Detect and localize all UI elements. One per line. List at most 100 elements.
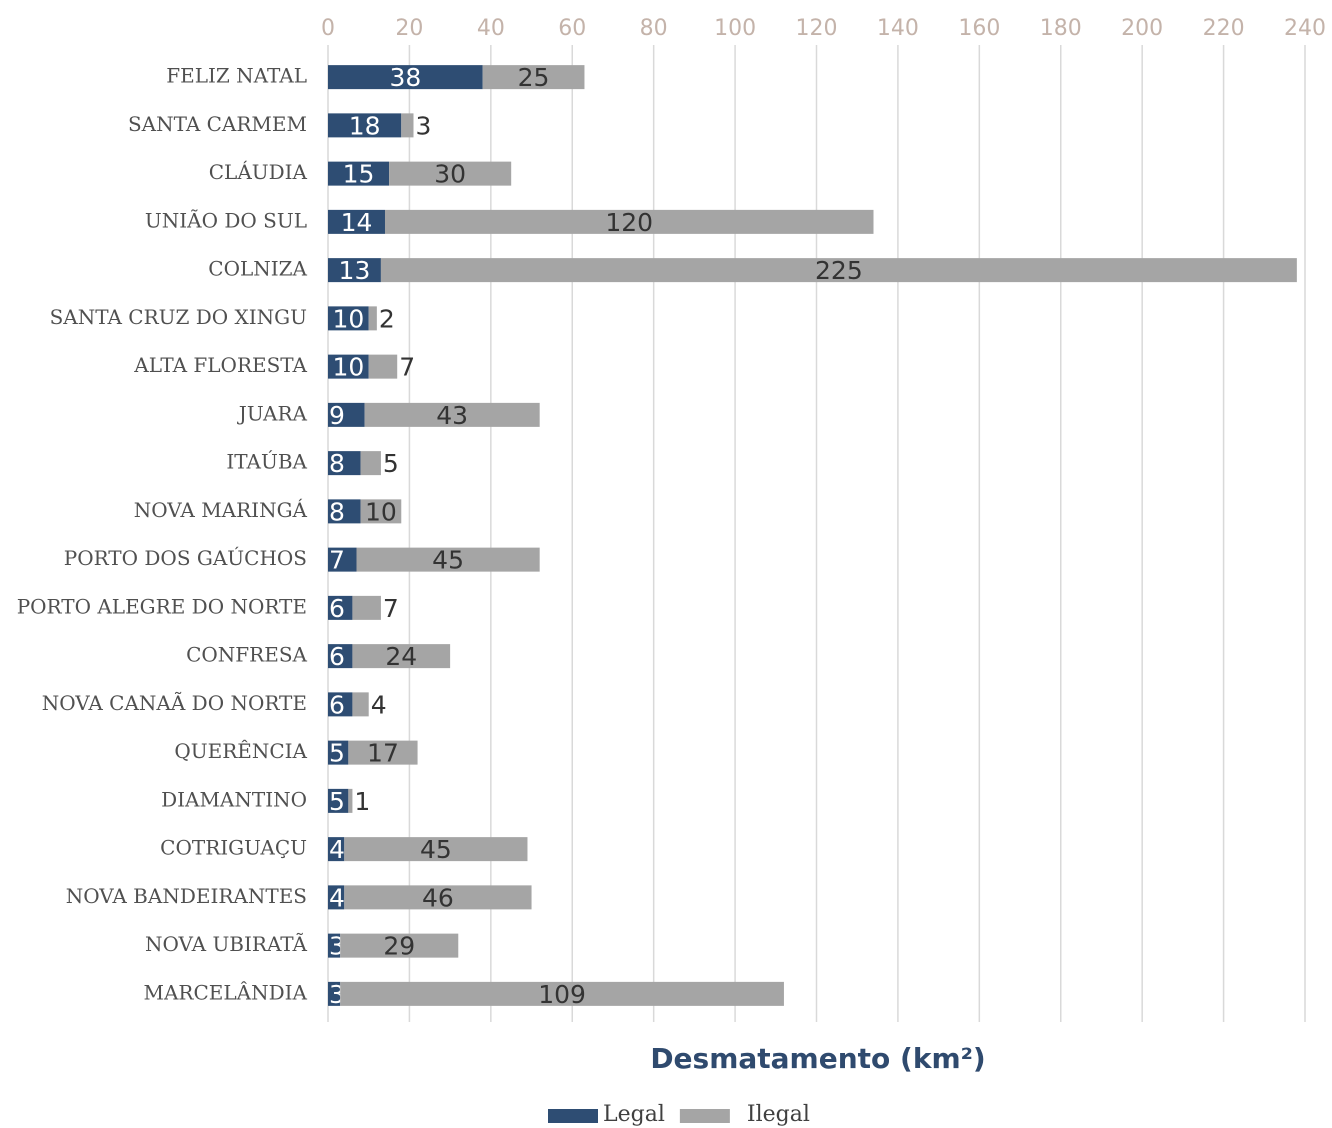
bar-segment — [328, 692, 353, 717]
category-label: CONFRESA — [186, 643, 307, 667]
category-label: ITAÚBA — [226, 449, 307, 474]
x-tick-label: 140 — [877, 16, 919, 41]
category-label: COTRIGUAÇU — [160, 836, 307, 860]
bar-segment — [368, 306, 377, 331]
category-label: MARCELÂNDIA — [144, 980, 308, 1004]
data-label: 5 — [329, 787, 345, 816]
data-label: 6 — [329, 594, 345, 623]
data-label: 10 — [365, 497, 397, 526]
bar-segment — [364, 402, 540, 427]
bar-segment — [380, 258, 1297, 283]
data-label: 45 — [432, 546, 464, 575]
data-label: 109 — [538, 980, 586, 1009]
bar-segment — [328, 885, 345, 910]
category-label: NOVA BANDEIRANTES — [66, 884, 307, 908]
category-label: PORTO ALEGRE DO NORTE — [17, 594, 307, 618]
bar-segment — [328, 451, 361, 476]
bar-segment — [328, 644, 353, 669]
x-tick-label: 160 — [958, 16, 1000, 41]
category-label: FELIZ NATAL — [166, 64, 307, 88]
data-label: 1 — [354, 787, 370, 816]
category-label: JUARA — [237, 401, 308, 425]
bar-segment — [356, 547, 540, 572]
x-tick-label: 20 — [395, 16, 423, 41]
bar-segment — [348, 788, 353, 813]
x-tick-label: 60 — [558, 16, 586, 41]
data-label: 7 — [383, 594, 399, 623]
data-label: 14 — [341, 208, 373, 237]
category-label: NOVA UBIRATÃ — [145, 932, 308, 956]
bar-segment — [401, 113, 414, 138]
data-label: 7 — [329, 546, 345, 575]
data-label: 4 — [371, 690, 387, 719]
data-label: 45 — [420, 835, 452, 864]
category-label: SANTA CRUZ DO XINGU — [50, 305, 307, 329]
data-label: 5 — [383, 449, 399, 478]
bar-segment — [344, 885, 532, 910]
bar-segment — [328, 837, 345, 862]
bar-segment — [328, 258, 381, 283]
bar-segment — [344, 837, 528, 862]
data-label: 9 — [329, 401, 345, 430]
bar-segment — [328, 933, 341, 958]
bar-segment — [328, 306, 369, 331]
category-label: QUERÊNCIA — [174, 739, 307, 763]
bar-segment — [328, 65, 483, 90]
category-label: PORTO DOS GAÚCHOS — [64, 545, 307, 570]
data-label: 18 — [349, 111, 381, 140]
data-label: 4 — [329, 835, 345, 864]
bar-segment — [328, 402, 365, 427]
data-label: 2 — [379, 304, 395, 333]
data-label: 13 — [339, 256, 371, 285]
data-label: 5 — [329, 739, 345, 768]
legend-swatch — [679, 1109, 730, 1123]
bar-segment — [384, 209, 874, 234]
bar-segment — [328, 209, 385, 234]
data-label: 30 — [434, 160, 466, 189]
data-label: 10 — [332, 353, 364, 382]
bar-segment — [328, 161, 390, 186]
axis-title: Desmatamento (km²) — [650, 1042, 985, 1075]
bar-segment — [328, 788, 349, 813]
bar-segment — [482, 65, 585, 90]
x-tick-label: 100 — [714, 16, 756, 41]
data-label: 6 — [329, 642, 345, 671]
category-label: SANTA CARMEM — [128, 112, 307, 136]
category-label: COLNIZA — [208, 257, 307, 281]
data-label: 8 — [329, 449, 345, 478]
data-label: 15 — [343, 160, 375, 189]
category-label: DIAMANTINO — [161, 787, 307, 811]
bar-segment — [328, 499, 361, 524]
bar-segment — [328, 354, 369, 379]
data-label: 10 — [332, 304, 364, 333]
data-label: 6 — [329, 690, 345, 719]
bar-segment — [389, 161, 512, 186]
data-label: 29 — [383, 932, 415, 961]
category-label: NOVA CANAÃ DO NORTE — [42, 691, 307, 715]
bar-segment — [340, 933, 459, 958]
data-label: 43 — [436, 401, 468, 430]
data-label: 120 — [605, 208, 653, 237]
x-tick-label: 40 — [477, 16, 505, 41]
bar-segment — [328, 547, 357, 572]
bar-segment — [352, 595, 381, 620]
x-tick-label: 0 — [321, 16, 335, 41]
category-label: UNIÃO DO SUL — [145, 208, 307, 232]
bar-segment — [348, 740, 418, 765]
data-label: 24 — [385, 642, 417, 671]
category-label: ALTA FLORESTA — [133, 353, 307, 377]
x-tick-label: 240 — [1284, 16, 1326, 41]
data-label: 3 — [415, 111, 431, 140]
data-label: 7 — [399, 353, 415, 382]
legend-label: Ilegal — [747, 1102, 810, 1127]
bar-segment — [340, 981, 784, 1006]
data-label: 46 — [422, 883, 454, 912]
bar-segment — [352, 644, 451, 669]
x-tick-label: 80 — [640, 16, 668, 41]
bar-segment — [360, 499, 402, 524]
data-label: 225 — [815, 256, 863, 285]
data-label: 8 — [329, 497, 345, 526]
x-tick-label: 220 — [1203, 16, 1245, 41]
x-tick-label: 180 — [1040, 16, 1082, 41]
